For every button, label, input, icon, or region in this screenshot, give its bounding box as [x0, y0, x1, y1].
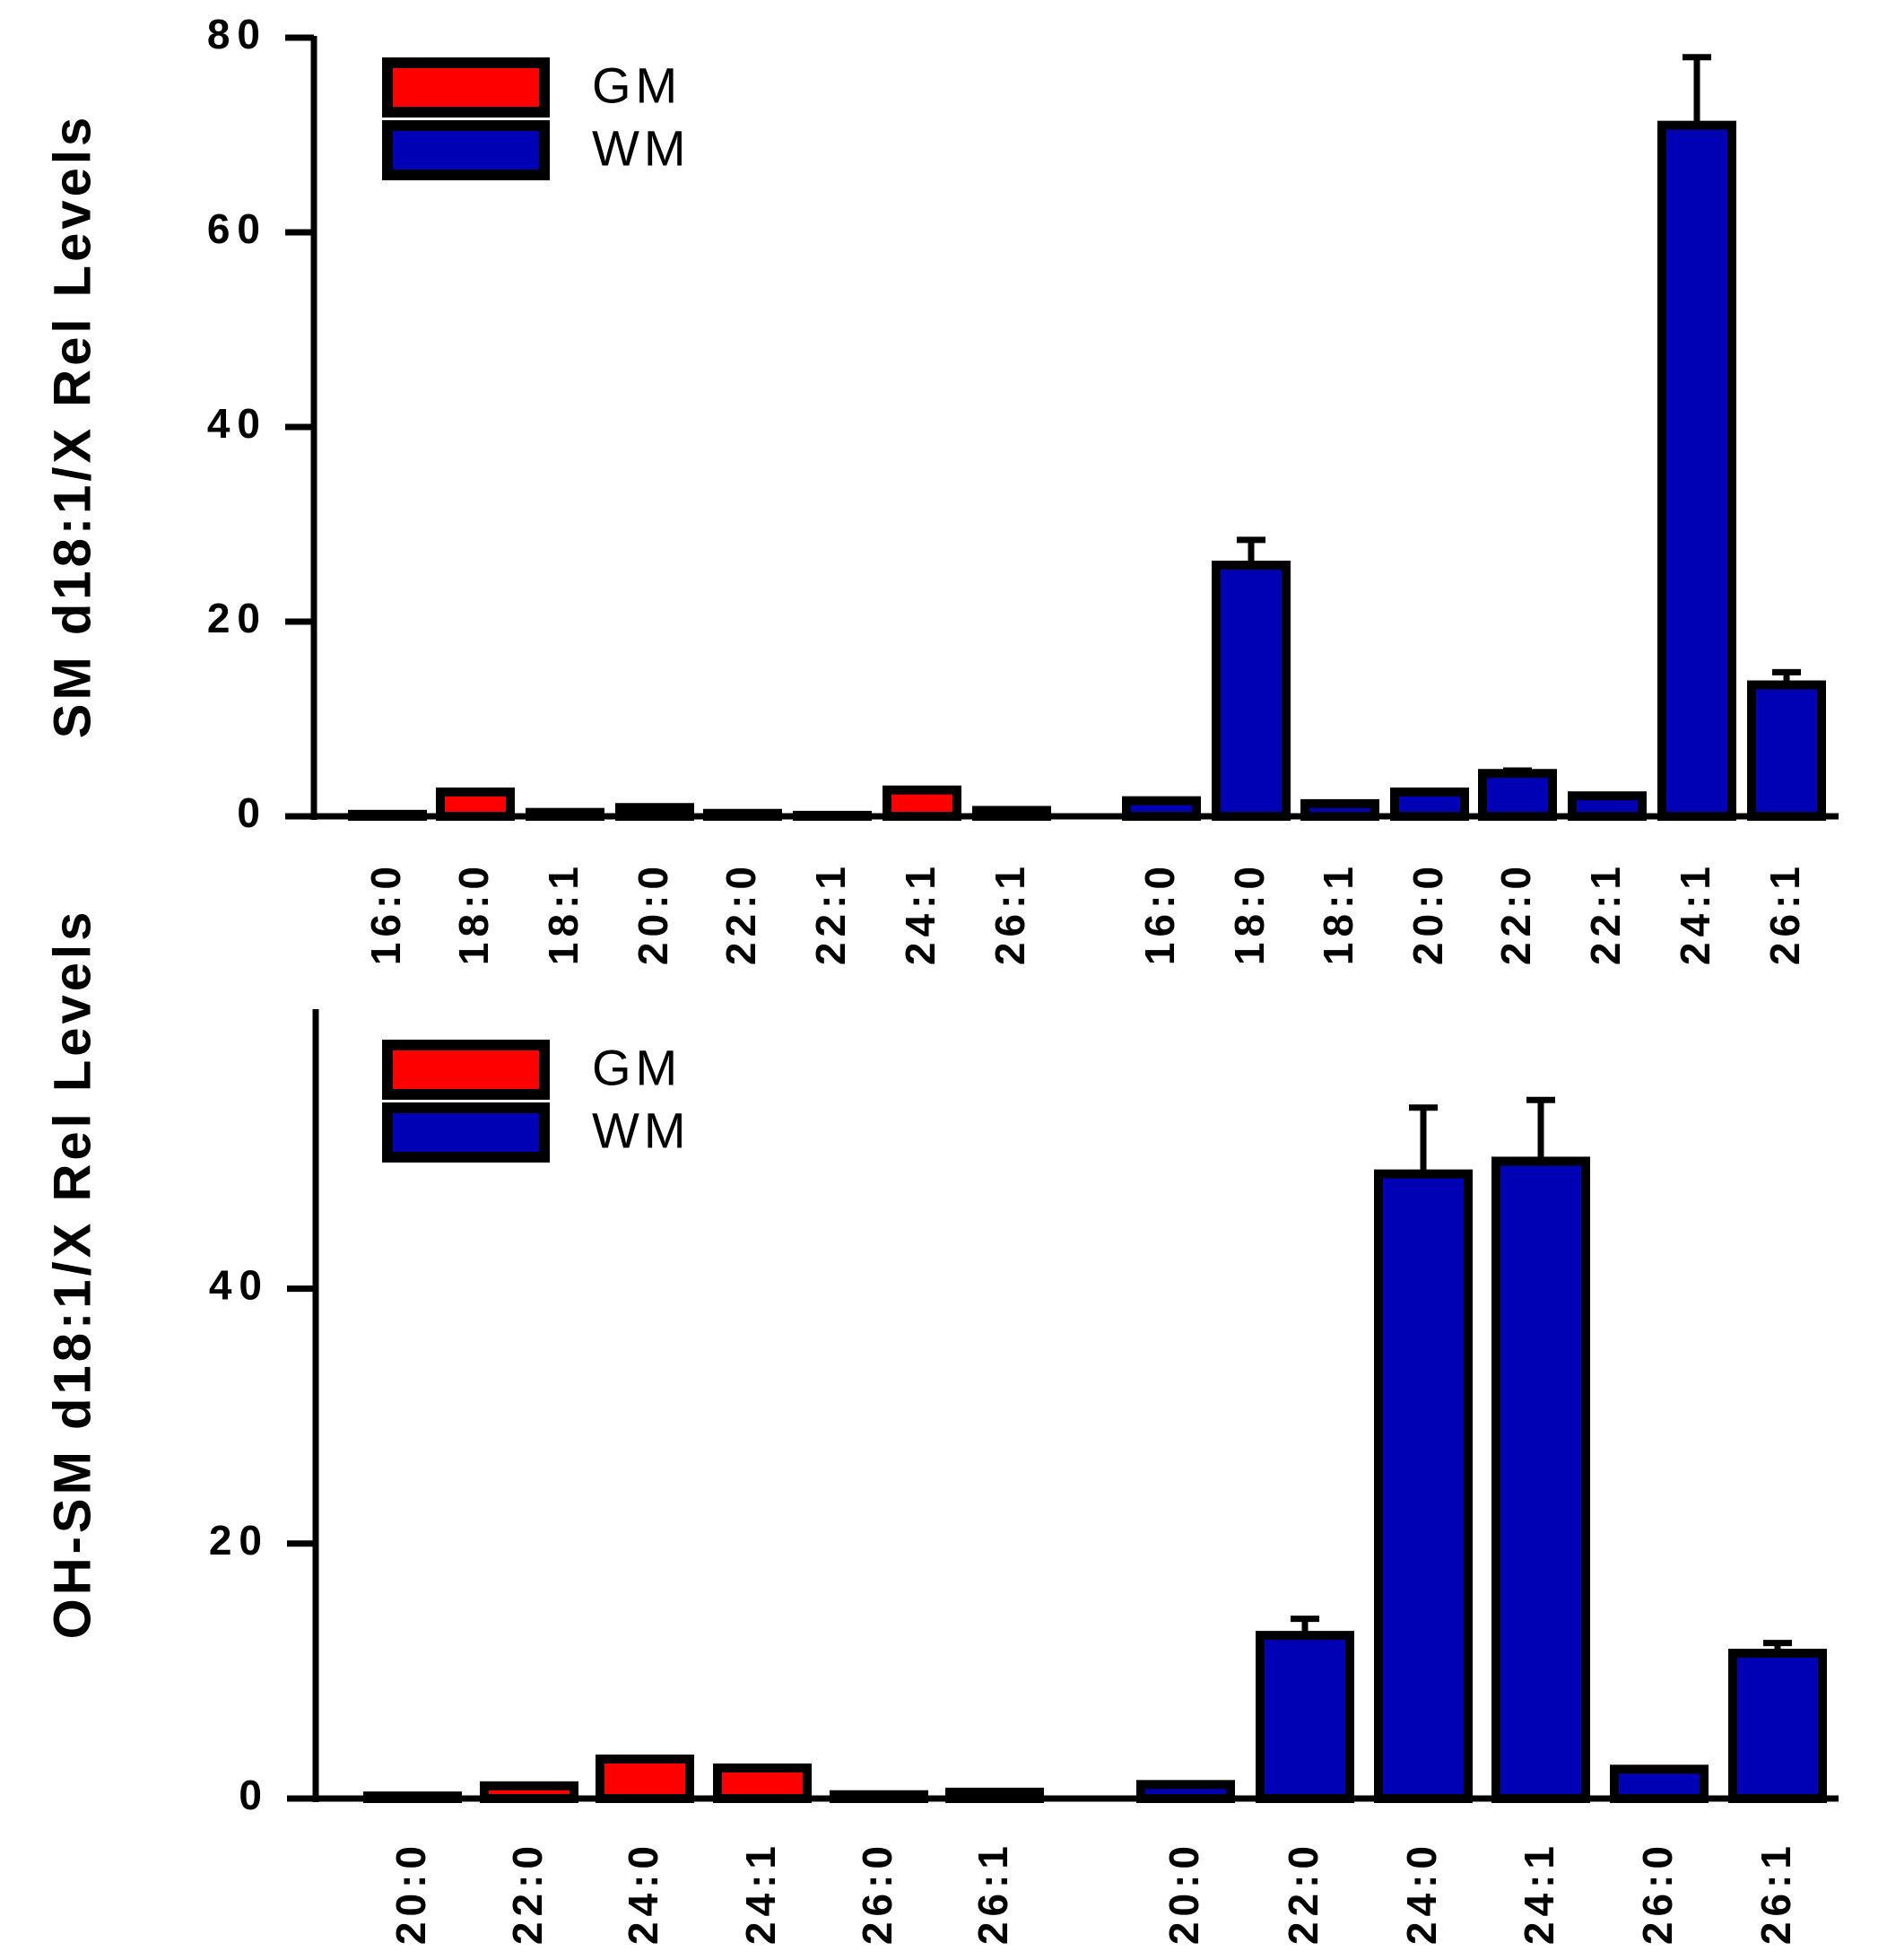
wm-bar [1122, 796, 1201, 822]
x-tick-label: 22:1 [1582, 861, 1629, 965]
x-tick-label: 22:0 [504, 1841, 551, 1945]
bottom-chart-oh-sm: OH-SM d18:1/X Rel Levels 0 20 40 20:0 22:0 24:… [43, 909, 1839, 1945]
wm-bar [1610, 1764, 1709, 1804]
y-tick-label: 0 [239, 1772, 269, 1818]
y-tick-label: 80 [207, 11, 267, 57]
gm-bar [713, 1763, 812, 1804]
y-tick-label: 60 [207, 205, 267, 252]
y-tick-label: 20 [209, 1517, 269, 1564]
x-tick-label: 24:1 [737, 1841, 784, 1945]
wm-bar [1256, 1631, 1354, 1803]
wm-bar [1491, 1156, 1590, 1803]
gm-bar [526, 807, 604, 821]
legend-swatch-gm [382, 57, 550, 118]
x-tick-label: 26:1 [1761, 861, 1808, 965]
x-tick-label: 22:0 [1492, 861, 1539, 965]
wm-bar [1478, 769, 1557, 822]
y-tick-label: 20 [207, 595, 267, 641]
x-tick-label: 24:1 [1672, 861, 1718, 965]
x-tick-label: 18:1 [540, 861, 587, 965]
wm-bar [1374, 1169, 1473, 1803]
x-tick-label: 26:1 [1752, 1841, 1799, 1945]
wm-bar [1657, 120, 1736, 821]
legend-swatch-wm [382, 1102, 550, 1163]
x-tick-label: 18:0 [1226, 861, 1273, 965]
y-axis-label: SM d18:1/X Rel Levels [43, 114, 101, 738]
gm-bar [703, 808, 782, 821]
legend-label-gm: GM [592, 57, 682, 113]
x-tick-label: 26:1 [970, 1841, 1016, 1945]
legend-label-wm: WM [592, 119, 691, 176]
x-tick-label: 22:1 [807, 861, 854, 965]
gm-bar [596, 1754, 694, 1804]
gm-bar [615, 803, 694, 821]
x-tick-label: 26:1 [987, 861, 1033, 965]
wm-bar [1300, 798, 1379, 822]
legend-label-gm: GM [592, 1039, 682, 1095]
x-tick-label: 26:0 [1634, 1841, 1681, 1945]
x-tick-label: 18:1 [1315, 861, 1361, 965]
gm-bar [972, 806, 1051, 821]
x-tick-label: 20:0 [1404, 861, 1451, 965]
legend-swatch-gm [382, 1040, 550, 1100]
y-tick-label: 0 [237, 789, 267, 836]
wm-bar [1568, 791, 1647, 822]
gm-bar [830, 1790, 928, 1803]
x-tick-label: 20:0 [630, 861, 676, 965]
legend-label-wm: WM [592, 1102, 691, 1158]
x-tick-label: 24:1 [1516, 1841, 1562, 1945]
gm-bar [793, 810, 872, 821]
x-tick-label: 22:0 [1280, 1841, 1326, 1945]
y-tick-label: 40 [207, 400, 267, 447]
x-tick-label: 22:0 [717, 861, 764, 965]
gm-bar [363, 1791, 462, 1803]
gm-bar [883, 785, 961, 822]
wm-bar [1390, 787, 1469, 821]
x-tick-label: 20:0 [1161, 1841, 1207, 1945]
wm-bar [1728, 1649, 1827, 1803]
gm-bar [480, 1781, 578, 1803]
gm-bar [436, 787, 515, 821]
wm-bar [1212, 561, 1291, 821]
x-tick-label: 24:0 [1398, 1841, 1445, 1945]
wm-bar [1136, 1780, 1235, 1803]
gm-bar [348, 809, 427, 822]
x-tick-label: 16:0 [362, 861, 409, 965]
x-tick-label: 16:0 [1136, 861, 1183, 965]
legend-swatch-wm [382, 120, 550, 180]
gm-bar [945, 1787, 1044, 1804]
y-axis-label: OH-SM d18:1/X Rel Levels [43, 909, 101, 1640]
x-tick-label: 24:0 [620, 1841, 666, 1945]
wm-bar [1747, 680, 1826, 822]
x-tick-label: 26:0 [854, 1841, 900, 1945]
x-tick-label: 18:0 [450, 861, 497, 965]
x-tick-label: 20:0 [387, 1841, 434, 1945]
top-chart-sm: SM d18:1/X Rel Levels 0 20 40 60 80 16:0 18:0 18… [43, 11, 1839, 965]
x-tick-label: 24:1 [897, 861, 944, 965]
y-tick-label: 40 [209, 1262, 269, 1309]
